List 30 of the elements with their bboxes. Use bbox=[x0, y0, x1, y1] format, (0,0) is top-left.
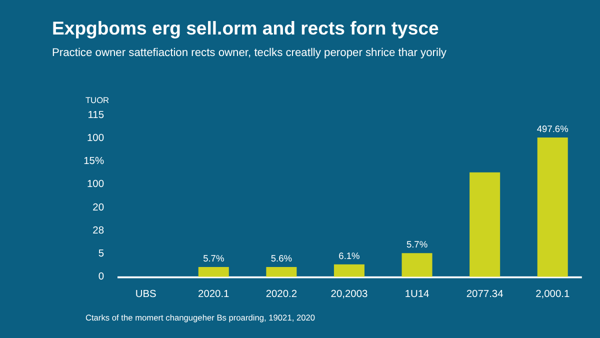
bar bbox=[266, 267, 297, 277]
annotation: 5.6% bbox=[270, 253, 292, 264]
text: 28 bbox=[92, 225, 104, 236]
chart-subtitle: Practice owner sattefiaction rects owner, teclks creatlly peroper shrice thar yorily bbox=[52, 46, 447, 59]
annotation: 5.7% bbox=[406, 240, 428, 250]
text: 100 bbox=[86, 179, 104, 190]
x-tick-label: UBS bbox=[135, 288, 157, 300]
bar bbox=[198, 267, 229, 277]
x-tick-label: 2020.2 bbox=[266, 288, 298, 300]
x-tick-label: 2077.34 bbox=[466, 288, 504, 300]
text: 100 bbox=[86, 133, 104, 144]
chart-title: Expgboms erg sell.orm and rects forn tysce bbox=[52, 17, 439, 38]
text: 0 bbox=[98, 272, 104, 283]
bar bbox=[334, 264, 364, 277]
bar bbox=[537, 137, 568, 277]
bar bbox=[470, 172, 500, 277]
text: Ctarks of the momert changugeher Bs proarding, 19021, 2020 bbox=[85, 312, 316, 322]
y-axis-title: TUOR bbox=[85, 95, 110, 106]
text: 20 bbox=[92, 202, 104, 214]
text: 15% bbox=[84, 156, 104, 168]
x-tick-label: 2,000.1 bbox=[536, 288, 570, 300]
annotation: 5.7% bbox=[203, 253, 224, 264]
text: 497.6% bbox=[536, 124, 568, 134]
x-tick-label: 20,2003 bbox=[330, 288, 368, 300]
x-tick-label: 1U14 bbox=[404, 288, 430, 300]
annotation: 6.1% bbox=[338, 250, 360, 261]
text: 5 bbox=[98, 248, 104, 260]
x-tick-label: 2020.1 bbox=[198, 288, 230, 300]
text: 115 bbox=[88, 110, 104, 121]
bar bbox=[402, 253, 432, 277]
